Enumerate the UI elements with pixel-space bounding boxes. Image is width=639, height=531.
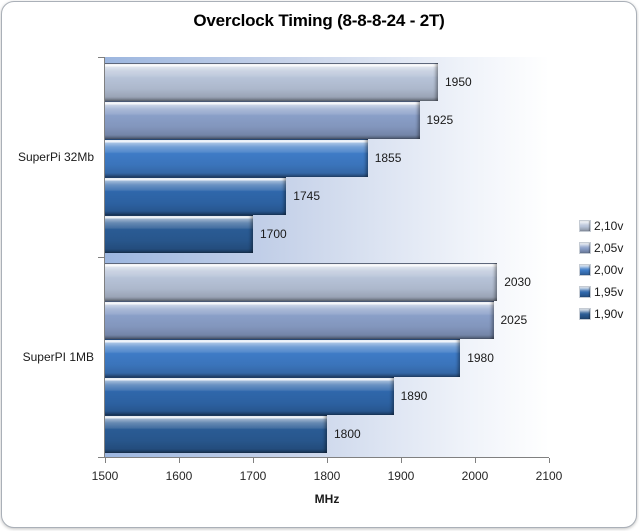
category-axis-tick bbox=[98, 57, 105, 58]
legend-swatch-icon bbox=[580, 265, 590, 275]
bar-group: 1950 1925 1855 1745 1700 bbox=[105, 57, 549, 257]
bar-value-label: 1745 bbox=[293, 189, 320, 203]
value-axis-line bbox=[104, 457, 549, 458]
category-label: SuperPi 32Mb bbox=[17, 150, 94, 164]
bar-value-label: 2025 bbox=[500, 313, 528, 327]
bar-group: 2030 2025 1980 1890 1800 bbox=[105, 257, 549, 457]
value-axis-tick-label: 2100 bbox=[535, 469, 563, 483]
bar-value-label: 1700 bbox=[259, 227, 287, 241]
legend: 2,10v 2,05v 2,00v 1,95v 1,90v bbox=[580, 219, 624, 321]
value-axis-tick bbox=[549, 458, 550, 463]
value-axis-ticks bbox=[105, 458, 550, 464]
legend-swatch-icon bbox=[580, 309, 590, 319]
bar-row: 2025 bbox=[105, 301, 549, 339]
value-axis-tick-label: 1800 bbox=[313, 469, 341, 483]
bar bbox=[105, 63, 438, 101]
bar-row: 1925 bbox=[105, 101, 549, 139]
legend-swatch-icon bbox=[580, 221, 590, 231]
bar-value-label: 1925 bbox=[426, 113, 454, 127]
bar-value-label: 1890 bbox=[400, 389, 428, 403]
value-axis-tick bbox=[327, 458, 328, 463]
legend-label: 1,90v bbox=[594, 307, 624, 321]
bar-row: 1890 bbox=[105, 377, 549, 415]
value-axis-tick-label: 2000 bbox=[461, 469, 489, 483]
bar-value-label: 1800 bbox=[334, 427, 361, 441]
category-axis-ticks bbox=[98, 57, 105, 458]
value-axis-tick bbox=[178, 458, 180, 463]
bar-row: 1700 bbox=[105, 215, 549, 253]
value-axis-tick bbox=[105, 458, 106, 463]
legend-item: 1,90v bbox=[580, 307, 624, 321]
value-axis-tick bbox=[252, 458, 254, 463]
bar-row: 2030 bbox=[105, 263, 549, 301]
x-axis-title: MHz bbox=[314, 492, 340, 506]
category-label: SuperPI 1MB bbox=[22, 350, 94, 364]
bar-value-label: 1950 bbox=[445, 75, 472, 89]
category-labels: SuperPi 32Mb SuperPI 1MB bbox=[2, 57, 98, 457]
legend-label: 1,95v bbox=[594, 285, 624, 299]
legend-swatch-icon bbox=[580, 243, 590, 253]
legend-item: 2,00v bbox=[580, 263, 624, 277]
legend-label: 2,10v bbox=[594, 219, 624, 233]
value-axis-tick bbox=[475, 458, 476, 463]
bar-value-label: 2030 bbox=[504, 275, 531, 289]
bar bbox=[105, 263, 498, 301]
bar bbox=[105, 101, 420, 139]
bar-value-label: 1980 bbox=[467, 351, 494, 365]
legend-swatch-icon bbox=[580, 287, 590, 297]
bar-row: 1980 bbox=[105, 339, 549, 377]
bar bbox=[105, 339, 461, 377]
bar bbox=[105, 139, 368, 177]
value-axis-tick-label: 1700 bbox=[239, 469, 267, 483]
bar-row: 1745 bbox=[105, 177, 549, 215]
bar-row: 1800 bbox=[105, 415, 549, 453]
chart-title: Overclock Timing (8-8-8-24 - 2T) bbox=[193, 11, 445, 30]
bar bbox=[105, 415, 327, 453]
plot-area: 1950 1925 1855 1745 1700 2030 2025 1980 1890 1800 bbox=[105, 57, 549, 457]
value-axis-tick-label: 1500 bbox=[91, 469, 119, 483]
legend-item: 1,95v bbox=[580, 285, 624, 299]
bar-value-label: 1855 bbox=[374, 151, 402, 165]
bar bbox=[105, 215, 253, 253]
category-axis-tick bbox=[98, 257, 105, 258]
bar bbox=[105, 377, 394, 415]
value-axis-tick-labels: 1500 1600 1700 1800 1900 2000 2100 bbox=[92, 469, 563, 483]
legend-label: 2,00v bbox=[594, 263, 624, 277]
category-axis-tick bbox=[98, 457, 105, 458]
value-axis-tick-label: 1900 bbox=[387, 469, 415, 483]
bar bbox=[105, 177, 287, 215]
legend-label: 2,05v bbox=[594, 241, 624, 255]
bar-row: 1950 bbox=[105, 63, 549, 101]
value-axis-tick-label: 1600 bbox=[165, 469, 193, 483]
bar bbox=[105, 301, 494, 339]
value-axis-tick bbox=[400, 458, 402, 463]
bar-row: 1855 bbox=[105, 139, 549, 177]
legend-item: 2,05v bbox=[580, 241, 624, 255]
legend-item: 2,10v bbox=[580, 219, 624, 233]
